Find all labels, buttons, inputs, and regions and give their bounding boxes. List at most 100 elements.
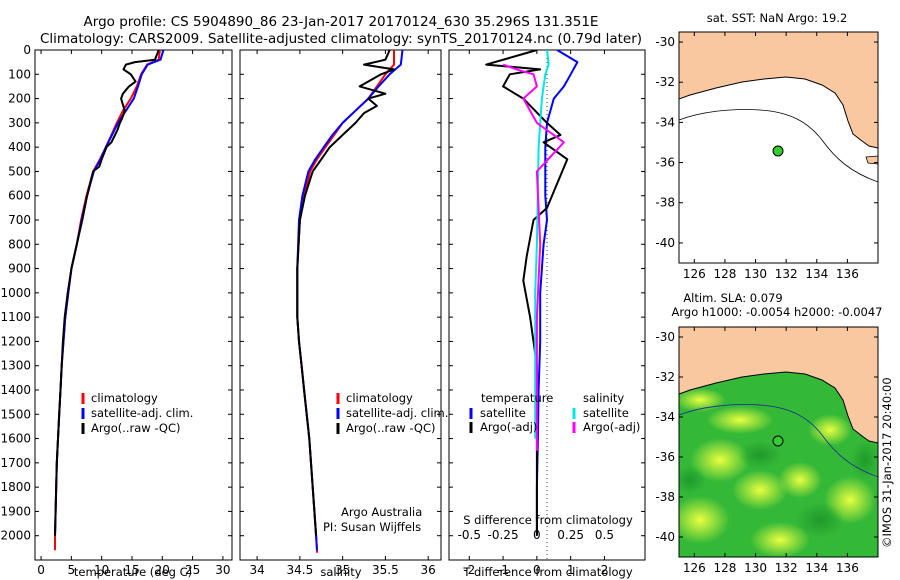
map-y-tick-label: -32 xyxy=(655,75,675,89)
legend-label: satellite-adj. clim. xyxy=(91,406,193,420)
x-tick-label: 5 xyxy=(68,563,76,577)
depth-tick-label: 800 xyxy=(8,237,31,251)
x-tick-label: 0 xyxy=(533,563,541,577)
depth-tick-label: 1100 xyxy=(0,310,31,324)
imos-credit: ©IMOS 31-Jan-2017 20:40:00 xyxy=(880,377,894,548)
x-tick-label: 25 xyxy=(185,563,200,577)
x-tick-label: 35.5 xyxy=(372,563,399,577)
salinity-lines xyxy=(296,50,404,553)
temperature-plot-frame xyxy=(34,49,233,561)
map-y-tick-label: -38 xyxy=(655,490,675,504)
map-x-tick-label: 128 xyxy=(713,561,736,575)
sst-map-frame xyxy=(678,31,879,264)
map-y-tick-label: -32 xyxy=(655,370,675,384)
x-tick-label: 15 xyxy=(124,563,139,577)
legend-label: climatology xyxy=(346,391,413,405)
s-difference-tick-labels: -0.5 -0.25 0 0.25 0.5 xyxy=(458,528,614,542)
depth-tick-label: 900 xyxy=(8,262,31,276)
depth-tick-label: 200 xyxy=(8,92,31,106)
map-x-tick-label: 136 xyxy=(836,561,859,575)
sla-land xyxy=(679,327,878,444)
figure-title-line2: Climatology: CARS2009. Satellite-adjuste… xyxy=(40,31,642,47)
map-x-tick-label: 126 xyxy=(683,561,706,575)
s-difference-tick-label: 0.5 xyxy=(595,528,614,542)
depth-tick-label: 1600 xyxy=(0,432,31,446)
map-x-tick-label: 132 xyxy=(775,267,798,281)
x-tick-label: 0 xyxy=(37,563,45,577)
legend-label: Argo(..raw -QC) xyxy=(91,421,181,435)
depth-tick-label: 1700 xyxy=(0,456,31,470)
map-x-tick-label: 132 xyxy=(775,561,798,575)
sla-map-subtitle: Argo h1000: -0.0054 h2000: -0.0047 xyxy=(672,305,883,319)
legend-label: Argo(..raw -QC) xyxy=(346,421,436,435)
map-x-tick-label: 134 xyxy=(805,267,828,281)
depth-tick-label: 1500 xyxy=(0,407,31,421)
legend-label: Argo(-adj) xyxy=(583,420,640,434)
x-tick-label: 34.5 xyxy=(287,563,314,577)
depth-tick-label: 1300 xyxy=(0,359,31,373)
map-y-tick-label: -36 xyxy=(655,450,675,464)
temperature-lines xyxy=(54,50,165,551)
series-line-argo-raw-qc- xyxy=(54,50,160,536)
x-tick-label: 30 xyxy=(215,563,230,577)
depth-tick-label: 300 xyxy=(8,116,31,130)
x-tick-label: 10 xyxy=(94,563,109,577)
legend-label: satellite xyxy=(583,406,629,420)
difference-x-ticks: -2 -1 0 1 2 xyxy=(463,50,608,577)
x-tick-label: 2 xyxy=(601,563,609,577)
map-y-tick-label: -40 xyxy=(655,236,675,250)
depth-axis-ticks: 0 100 200 300 400 500 600 700 800 900 1000 1100 1200… xyxy=(0,43,232,543)
map-y-tick-label: -34 xyxy=(655,115,675,129)
depth-tick-label: 500 xyxy=(8,164,31,178)
salinity-x-ticks: 34 34.5 35 35.5 36 xyxy=(249,50,436,577)
t-difference-label: T difference from climatology xyxy=(462,565,633,579)
legend-title-temperature: temperature xyxy=(481,391,553,405)
difference-depth-ticks xyxy=(449,49,645,537)
temperature-x-ticks: 0 5 10 15 20 25 30 xyxy=(37,50,231,577)
argo-location-marker-sla xyxy=(772,435,784,447)
salinity-depth-ticks xyxy=(240,49,441,537)
difference-lines xyxy=(485,50,579,536)
map-y-tick-label: -34 xyxy=(655,410,675,424)
x-tick-label: 34 xyxy=(249,563,264,577)
legend-label: satellite-adj. clim. xyxy=(346,406,448,420)
sst-island xyxy=(865,155,878,165)
salinity-plot-frame xyxy=(239,49,442,561)
map-x-tick-label: 136 xyxy=(836,267,859,281)
depth-tick-label: 2000 xyxy=(0,529,31,543)
x-tick-label: 20 xyxy=(155,563,170,577)
sst-map: sat. SST: NaN Argo: 19.2 126 128 130 132 134… xyxy=(655,11,879,281)
depth-tick-label: 100 xyxy=(8,67,31,81)
sst-land xyxy=(679,32,878,149)
sla-map-title: Altim. SLA: 0.079 xyxy=(683,291,782,305)
depth-tick-label: 1000 xyxy=(0,286,31,300)
temperature-x-label: temperature (deg C) xyxy=(74,565,192,579)
depth-tick-label: 1900 xyxy=(0,504,31,518)
argo-australia-annotation: Argo Australia xyxy=(341,505,422,519)
map-x-tick-label: 126 xyxy=(683,267,706,281)
figure-title-line1: Argo profile: CS 5904890_86 23-Jan-2017 … xyxy=(84,14,599,30)
sla-map-ticks: 126 128 130 132 134 136 -30 -32 -34 -36 -38 -40 xyxy=(655,327,878,575)
s-difference-tick-label: -0.5 xyxy=(458,528,481,542)
map-x-tick-label: 130 xyxy=(744,561,767,575)
salinity-x-label: salinity xyxy=(320,565,361,579)
difference-legend: temperature salinitysatelliteArgo(-adj)sa… xyxy=(469,391,640,434)
x-tick-label: 36 xyxy=(421,563,436,577)
sla-contour xyxy=(679,404,878,478)
depth-tick-label: 400 xyxy=(8,140,31,154)
map-x-tick-label: 134 xyxy=(805,561,828,575)
x-tick-label: 1 xyxy=(567,563,575,577)
legend-label: climatology xyxy=(91,391,158,405)
legend-title-salinity: salinity xyxy=(583,391,624,405)
s-difference-tick-label: 0 xyxy=(533,528,541,542)
map-y-tick-label: -30 xyxy=(655,35,675,49)
series-line-argo-raw-qc- xyxy=(296,50,395,536)
depth-tick-label: 1400 xyxy=(0,383,31,397)
s-difference-tick-label: 0.25 xyxy=(557,528,584,542)
depth-tick-label: 1200 xyxy=(0,334,31,348)
sla-map: Altim. SLA: 0.079 Argo h1000: -0.0054 h2… xyxy=(655,291,882,575)
depth-tick-label: 0 xyxy=(23,43,31,57)
argo-location-marker xyxy=(772,145,784,157)
